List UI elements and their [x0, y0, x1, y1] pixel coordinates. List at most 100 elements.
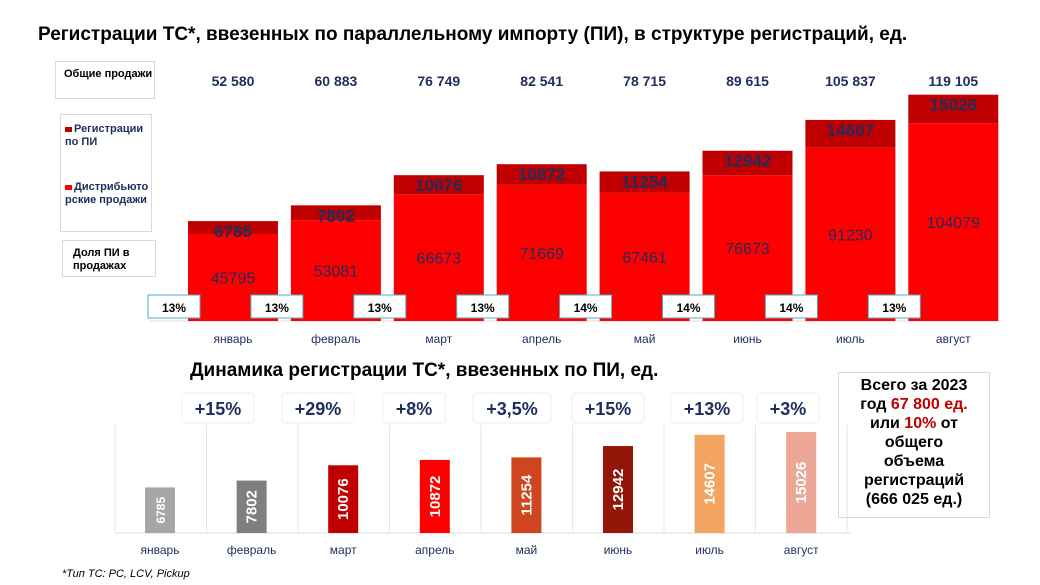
legend-swatch-dist	[65, 184, 72, 190]
growth-label: +15%	[585, 399, 632, 419]
x-tick-label: февраль	[227, 543, 277, 557]
x-tick-label: январь	[214, 332, 253, 346]
summary-line: регистраций	[863, 472, 965, 489]
x-tick-label: июнь	[733, 332, 762, 346]
bar-value-label: 10872	[427, 476, 444, 518]
bar	[419, 459, 450, 533]
share-box	[764, 294, 818, 319]
footnote: *Тип ТС: PC, LCV, Pickup	[62, 568, 190, 580]
label-pi: 10872	[518, 165, 565, 184]
label-dist: 104079	[927, 215, 980, 232]
growth-box	[571, 392, 645, 424]
summary-line: общего	[884, 434, 944, 451]
summary-text: год	[860, 396, 891, 413]
label-pi: 6785	[214, 222, 252, 241]
chart-title-top: Регистрации ТС*, ввезенных по параллельн…	[38, 24, 908, 45]
label-dist: 71669	[519, 246, 564, 263]
growth-box	[472, 392, 552, 424]
x-tick-label: июль	[695, 543, 724, 557]
bar-pi	[908, 94, 999, 124]
x-tick-label: июнь	[604, 543, 633, 557]
growth-label: +3%	[770, 399, 807, 419]
growth-label: +29%	[295, 399, 342, 419]
bar-pi	[188, 221, 278, 234]
label-pi: 12942	[724, 152, 771, 171]
growth-box	[382, 392, 446, 424]
label-share: 13%	[265, 301, 289, 315]
label-pi: 15026	[930, 96, 977, 115]
share-box	[147, 294, 201, 319]
bar-value-label: 12942	[610, 469, 627, 511]
label-total: 89 615	[726, 73, 769, 89]
bar-value-label: 10076	[335, 478, 352, 520]
label-total: 82 541	[520, 73, 563, 89]
growth-label: +13%	[684, 399, 731, 419]
growth-label: +3,5%	[486, 399, 538, 419]
x-tick-label: март	[425, 332, 452, 346]
bar	[236, 480, 267, 533]
label-dist: 66673	[417, 251, 462, 268]
label-total: 52 580	[212, 73, 255, 89]
label-pi: 11254	[621, 172, 668, 191]
share-box	[353, 294, 407, 319]
x-tick-label: май	[516, 543, 538, 557]
bar-pi	[599, 171, 690, 193]
share-box	[559, 294, 613, 319]
growth-box	[281, 392, 355, 424]
bar-value-label: 6785	[154, 497, 168, 524]
label-total: 76 749	[417, 73, 460, 89]
share-box	[250, 294, 304, 319]
bar	[328, 465, 359, 533]
summary-total: 67 800 ед.	[890, 396, 968, 413]
label-dist: 91230	[828, 227, 873, 244]
label-pi: 14607	[827, 121, 874, 140]
bar-value-label: 15026	[793, 462, 810, 504]
summary-line: Всего за 2023	[860, 377, 968, 394]
growth-box	[181, 392, 255, 424]
summary-line: (666 025 ед.)	[865, 491, 963, 508]
label-pi: 10076	[415, 176, 462, 195]
label-share: 13%	[368, 301, 392, 315]
label-total: 60 883	[314, 73, 357, 89]
x-tick-label: апрель	[522, 332, 561, 346]
bar-pi	[290, 205, 381, 221]
x-tick-label: май	[634, 332, 656, 346]
label-share: 13%	[162, 301, 186, 315]
label-share: 13%	[882, 301, 906, 315]
label-share: 14%	[676, 301, 700, 315]
growth-label: +8%	[396, 399, 433, 419]
bar-pi	[393, 175, 484, 195]
label-dist: 67461	[622, 250, 667, 267]
legend-item-pi: Регистрации по ПИ	[65, 123, 151, 149]
growth-box	[756, 392, 820, 424]
label-share: 13%	[471, 301, 495, 315]
bar	[603, 446, 633, 533]
legend-label-pi: Регистрации по ПИ	[65, 123, 144, 148]
totals-label: Общие продажи	[55, 61, 155, 99]
label-dist: 76673	[725, 241, 770, 258]
summary-share: 10%	[904, 415, 937, 432]
bar-pi	[805, 119, 896, 148]
bar	[511, 457, 542, 533]
bar	[786, 432, 817, 533]
x-tick-label: апрель	[415, 543, 454, 557]
x-tick-label: август	[784, 543, 819, 557]
bar-dist	[805, 147, 896, 321]
x-tick-label: июль	[836, 332, 865, 346]
bar-pi	[702, 150, 793, 176]
share-box	[867, 294, 921, 319]
x-tick-label: март	[330, 543, 357, 557]
share-box	[662, 294, 715, 319]
bar-value-label: 11254	[518, 474, 535, 516]
growth-box	[670, 392, 744, 424]
label-share: 14%	[574, 301, 598, 315]
summary-line: объема	[883, 453, 945, 470]
legend-swatch-pi	[65, 126, 72, 132]
share-label: Доля ПИ в продажах	[62, 240, 156, 277]
legend-label-dist: Дистрибьюто рские продажи	[65, 181, 149, 206]
summary-text: от	[936, 415, 958, 432]
label-share: 14%	[779, 301, 803, 315]
bar-pi	[496, 164, 587, 185]
bar-dist	[908, 123, 999, 321]
